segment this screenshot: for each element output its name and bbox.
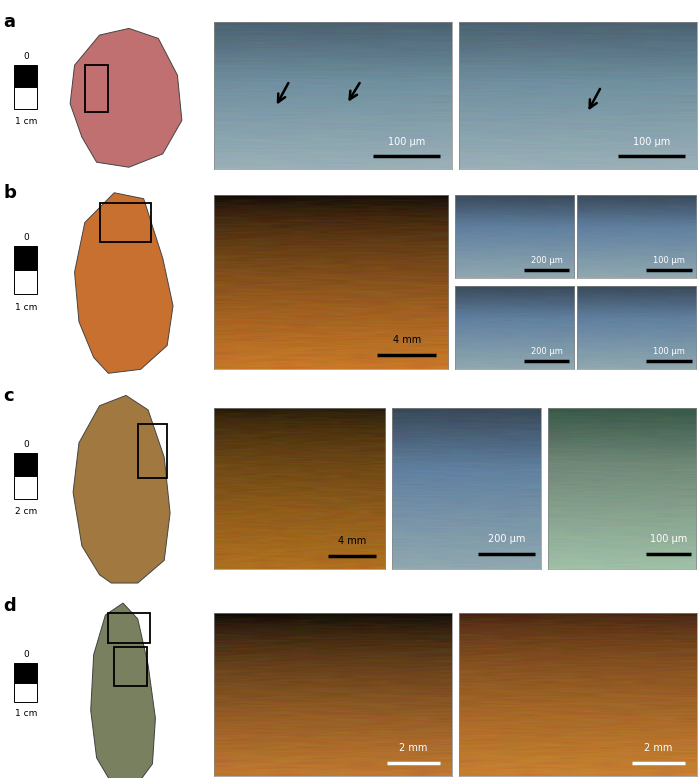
Text: 100 μm: 100 μm — [653, 347, 685, 356]
Text: 100 μm: 100 μm — [633, 137, 670, 147]
Text: b: b — [4, 184, 16, 202]
Polygon shape — [70, 28, 182, 167]
Bar — [13, 476, 37, 499]
Text: 100 μm: 100 μm — [388, 137, 425, 147]
Text: c: c — [4, 387, 14, 405]
Text: 0: 0 — [23, 650, 29, 660]
Bar — [13, 453, 37, 476]
Text: 1 cm: 1 cm — [15, 117, 37, 126]
Text: 4 mm: 4 mm — [393, 335, 421, 345]
Bar — [13, 270, 37, 294]
Text: 1 cm: 1 cm — [15, 303, 37, 312]
Polygon shape — [91, 603, 155, 778]
Bar — [13, 682, 37, 703]
Bar — [85, 65, 108, 112]
Text: 0: 0 — [23, 233, 29, 241]
Text: 0: 0 — [23, 51, 29, 61]
Bar — [99, 203, 151, 243]
Text: 1 cm: 1 cm — [15, 710, 37, 718]
Text: 2 cm: 2 cm — [15, 506, 37, 516]
Bar — [108, 613, 150, 643]
Text: 2 mm: 2 mm — [399, 743, 428, 753]
Bar — [13, 663, 37, 682]
Text: 100 μm: 100 μm — [650, 534, 687, 545]
Bar — [13, 86, 37, 109]
Bar — [13, 246, 37, 270]
Text: 4 mm: 4 mm — [338, 536, 367, 546]
Text: 0: 0 — [23, 440, 29, 449]
Bar — [13, 65, 37, 86]
Text: 200 μm: 200 μm — [531, 347, 562, 356]
Text: 100 μm: 100 μm — [653, 256, 685, 265]
Text: d: d — [4, 597, 16, 615]
Bar — [114, 647, 146, 686]
Text: 200 μm: 200 μm — [488, 534, 525, 545]
Text: 200 μm: 200 μm — [531, 256, 562, 265]
Bar — [138, 424, 167, 478]
Polygon shape — [74, 193, 173, 373]
Text: a: a — [4, 13, 15, 31]
Text: 2 mm: 2 mm — [644, 743, 673, 753]
Polygon shape — [73, 395, 170, 583]
